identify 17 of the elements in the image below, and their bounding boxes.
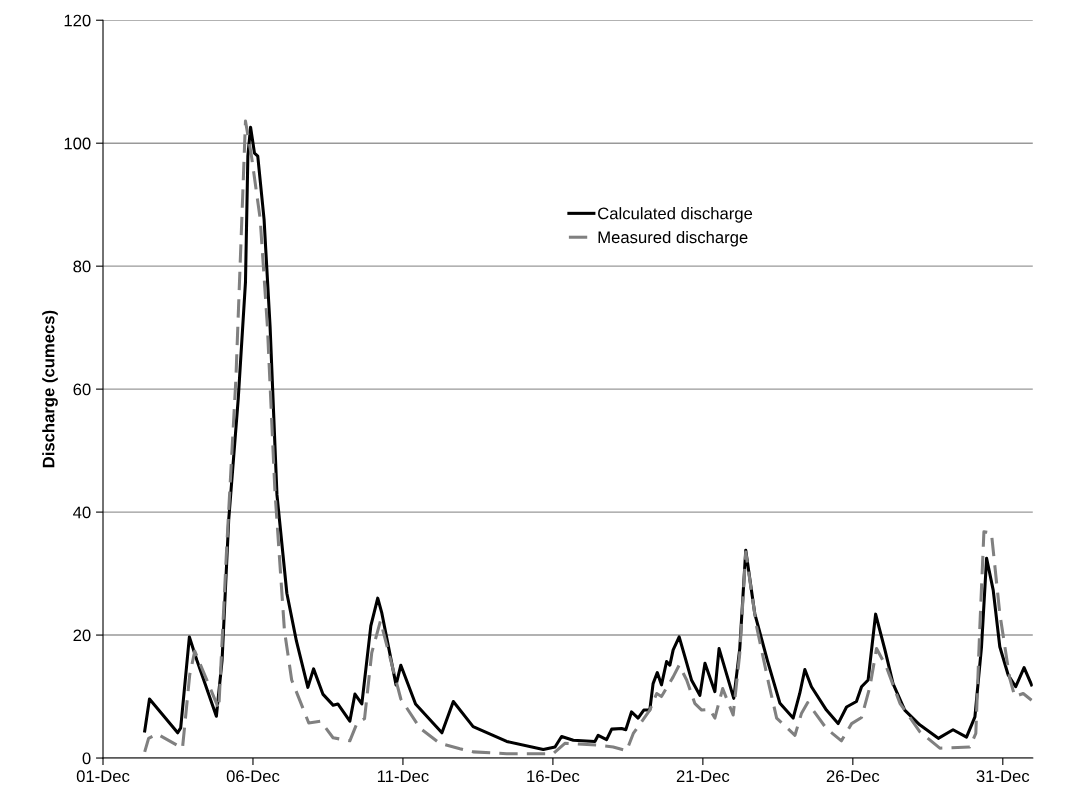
y-tick-label: 0 <box>82 752 91 765</box>
y-tick-label: 80 <box>73 260 91 273</box>
y-tick-label: 60 <box>73 383 91 396</box>
x-tick-label: 01-Dec <box>76 770 130 783</box>
legend-label: Measured discharge <box>598 230 748 247</box>
x-tick-label: 31-Dec <box>976 770 1030 783</box>
y-tick-label: 120 <box>64 14 91 27</box>
y-tick-label: 40 <box>73 506 91 519</box>
legend-label: Calculated discharge <box>598 207 753 223</box>
x-tick-label: 06-Dec <box>226 770 280 783</box>
y-tick-label: 20 <box>73 629 91 642</box>
x-tick-label: 21-Dec <box>676 770 730 783</box>
y-tick-label: 100 <box>64 137 91 150</box>
x-tick-label: 26-Dec <box>826 770 880 783</box>
x-tick-label: 16-Dec <box>527 770 580 783</box>
y-axis-title: Discharge (cumecs) <box>42 310 58 468</box>
x-tick-label: 11-Dec <box>377 770 429 783</box>
